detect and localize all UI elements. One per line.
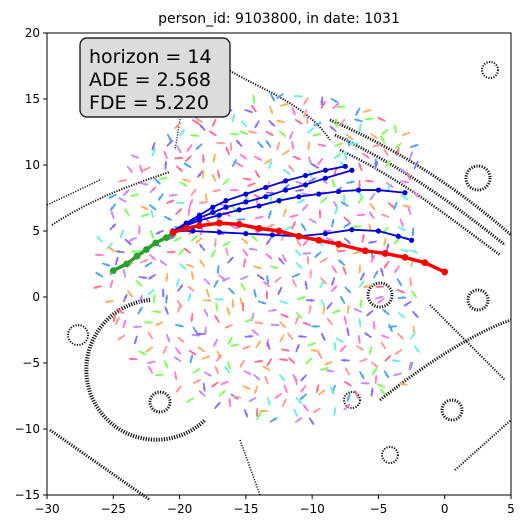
data-point	[343, 164, 348, 169]
data-point	[183, 225, 190, 232]
data-point	[210, 205, 215, 210]
y-tick-label: −5	[22, 356, 40, 370]
y-tick-label: 0	[32, 290, 40, 304]
data-point	[217, 230, 222, 235]
data-point	[283, 187, 288, 192]
data-point	[402, 254, 409, 261]
data-point	[170, 229, 177, 236]
x-tick-label: 5	[507, 502, 515, 516]
data-point	[382, 250, 389, 257]
metrics-annotation: horizon = 14 ADE = 2.568 FDE = 5.220	[80, 38, 230, 117]
data-point	[143, 246, 150, 253]
data-point	[257, 203, 262, 208]
data-point	[223, 205, 228, 210]
data-point	[210, 210, 215, 215]
data-point	[421, 259, 428, 266]
x-tick-label: −25	[101, 502, 126, 516]
data-point	[216, 220, 223, 227]
data-point	[295, 233, 302, 240]
data-point	[263, 185, 268, 190]
data-point	[276, 198, 281, 203]
data-point	[123, 261, 130, 268]
data-point	[396, 234, 401, 239]
y-tick-label: −10	[15, 422, 40, 436]
data-point	[217, 213, 222, 218]
data-point	[376, 187, 381, 192]
data-point	[196, 222, 203, 229]
data-point	[376, 228, 381, 233]
y-tick-label: 15	[25, 92, 40, 106]
data-point	[402, 190, 407, 195]
data-point	[303, 182, 308, 187]
data-point	[283, 178, 288, 183]
data-point	[197, 218, 202, 223]
data-point	[316, 191, 321, 196]
y-tick-label: 20	[25, 26, 40, 40]
data-point	[356, 187, 361, 192]
data-point	[237, 207, 242, 212]
data-point	[323, 176, 328, 181]
data-point	[243, 191, 248, 196]
chart-title: person_id: 9103800, in date: 1031	[158, 11, 400, 27]
data-point	[323, 231, 328, 236]
x-tick-label: −30	[34, 502, 59, 516]
x-tick-label: −15	[233, 502, 258, 516]
data-point	[243, 199, 248, 204]
data-point	[335, 241, 342, 248]
annotation-fde: FDE = 5.220	[89, 92, 209, 114]
data-point	[134, 253, 141, 260]
data-point	[263, 194, 268, 199]
data-point	[256, 225, 263, 232]
x-tick-label: −5	[370, 502, 388, 516]
data-point	[236, 221, 243, 228]
y-tick-label: 10	[25, 158, 40, 172]
y-tick-label: −15	[15, 488, 40, 502]
data-point	[336, 189, 341, 194]
data-point	[276, 228, 283, 235]
data-point	[323, 168, 328, 173]
data-point	[441, 269, 448, 276]
x-tick-label: −20	[167, 502, 192, 516]
x-tick-label: 0	[441, 502, 449, 516]
data-point	[349, 168, 354, 173]
data-point	[270, 232, 275, 237]
annotation-horizon: horizon = 14	[89, 46, 212, 68]
data-point	[296, 194, 301, 199]
data-point	[163, 234, 170, 241]
data-point	[110, 267, 117, 274]
data-point	[409, 238, 414, 243]
data-point	[303, 173, 308, 178]
data-point	[243, 231, 248, 236]
annotation-ade: ADE = 2.568	[89, 69, 211, 91]
y-tick-label: 5	[32, 224, 40, 238]
data-point	[349, 227, 354, 232]
data-point	[315, 237, 322, 244]
data-point	[223, 198, 228, 203]
data-point	[152, 239, 159, 246]
x-tick-label: −10	[299, 502, 324, 516]
data-point	[362, 247, 369, 254]
